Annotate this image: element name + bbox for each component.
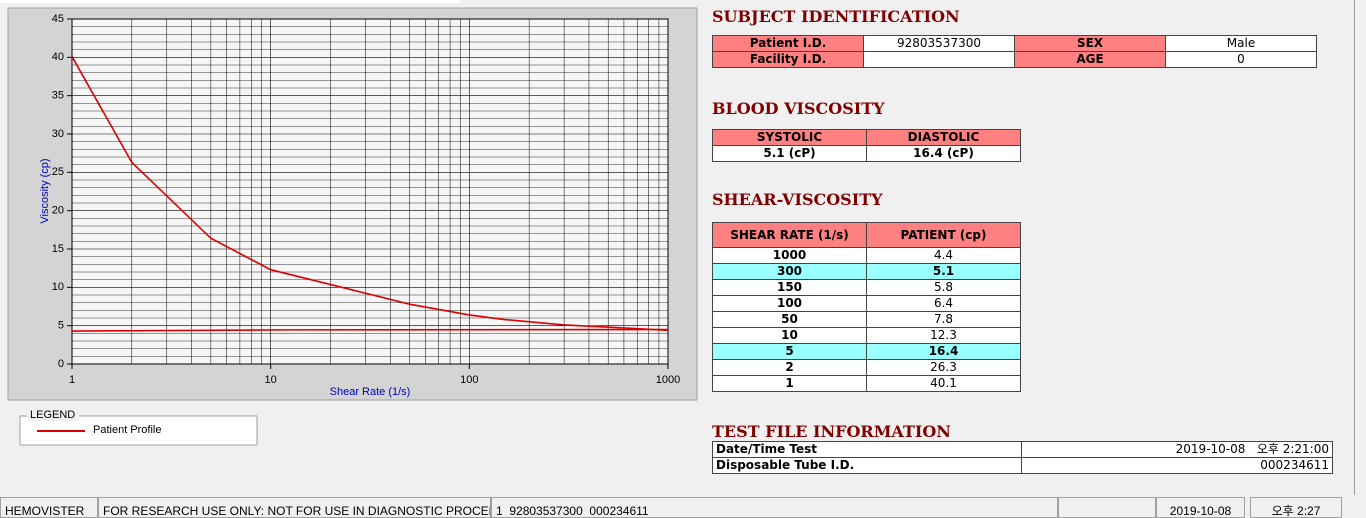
field-label: Disposable Tube I.D.: [712, 457, 1022, 474]
table-row: 300 5.1: [712, 263, 1021, 280]
section-title: BLOOD VISCOSITY: [712, 99, 885, 118]
column-header: SYSTOLIC: [712, 129, 867, 146]
y-tick-label: 45: [52, 13, 64, 25]
field-label: Facility I.D.: [712, 51, 864, 68]
cell: 5: [712, 343, 867, 360]
x-axis-label: Shear Rate (1/s): [330, 386, 411, 398]
x-tick-label: 1: [69, 374, 75, 386]
subject-table: Patient I.D. 92803537300 SEX Male Facili…: [712, 35, 1317, 68]
status-cell: HEMOVISTER: [0, 497, 98, 518]
cell: 50: [712, 311, 867, 328]
blood-viscosity-table: SYSTOLIC DIASTOLIC 5.1 (cP) 16.4 (cP): [712, 129, 1021, 162]
table-row: 10 12.3: [712, 327, 1021, 344]
y-axis-label: Viscosity (cp): [39, 158, 51, 223]
cell: 26.3: [866, 359, 1021, 376]
y-tick-label: 25: [52, 166, 64, 178]
cell: 4.4: [866, 247, 1021, 264]
x-tick-label: 100: [460, 374, 478, 386]
data-line: [71, 328, 669, 332]
column-header: PATIENT (cp): [866, 222, 1021, 248]
field-value: 0: [1165, 51, 1317, 68]
y-tick-label: 35: [52, 90, 64, 102]
table-row: 50 7.8: [712, 311, 1021, 328]
table-row: 1000 4.4: [712, 247, 1021, 264]
field-label: SEX: [1014, 35, 1166, 52]
legend-title-bg: [27, 409, 79, 421]
y-tick-label: 15: [52, 243, 64, 255]
data-line: [71, 56, 669, 332]
table-row: 5 16.4: [712, 343, 1021, 360]
cell: 150: [712, 279, 867, 296]
plot-area: [71, 18, 669, 365]
legend-label: Patient Profile: [93, 424, 161, 436]
cell: 1: [712, 375, 867, 392]
column-header: SHEAR RATE (1/s): [712, 222, 867, 248]
cell: 1000: [712, 247, 867, 264]
table-row: 100 6.4: [712, 295, 1021, 312]
status-cell: [1058, 497, 1156, 518]
field-value: Male: [1165, 35, 1317, 52]
field-label: Date/Time Test: [712, 441, 1022, 458]
cell: 16.4: [866, 343, 1021, 360]
status-cell: 1 92803537300 000234611: [491, 497, 1058, 518]
field-value: 2019-10-08 오후 2:21:00: [1021, 441, 1333, 458]
field-value: 000234611: [1021, 457, 1333, 474]
y-tick-label: 30: [52, 128, 64, 140]
table-row: 1 40.1: [712, 375, 1021, 392]
cell: 6.4: [866, 295, 1021, 312]
field-value: 92803537300: [863, 35, 1015, 52]
y-tick-label: 10: [52, 281, 64, 293]
cell: 10: [712, 327, 867, 344]
table-row: 2 26.3: [712, 359, 1021, 376]
table-row: 150 5.8: [712, 279, 1021, 296]
y-tick-label: 0: [58, 358, 64, 370]
cell: 5.1: [866, 263, 1021, 280]
shear-viscosity-table: SHEAR RATE (1/s) PATIENT (cp) 1000 4.4 300…: [712, 222, 1021, 392]
cell: 2: [712, 359, 867, 376]
status-cell: FOR RESEARCH USE ONLY: NOT FOR USE IN DI…: [98, 497, 491, 518]
cell: 5.8: [866, 279, 1021, 296]
right-divider: [1354, 0, 1355, 495]
status-cell: 오후 2:27: [1250, 497, 1342, 518]
y-tick-label: 40: [52, 51, 64, 63]
section-title: SHEAR-VISCOSITY: [712, 190, 883, 209]
cell: 40.1: [866, 375, 1021, 392]
test-file-table: Date/Time Test 2019-10-08 오후 2:21:00 Dis…: [712, 441, 1333, 474]
top-tab-strip: [0, 0, 460, 3]
legend-title: LEGEND: [30, 409, 75, 421]
x-tick-label: 1000: [656, 374, 680, 386]
x-tick-label: 10: [265, 374, 277, 386]
section-title: SUBJECT IDENTIFICATION: [712, 7, 960, 26]
field-label: AGE: [1014, 51, 1166, 68]
cell: 16.4 (cP): [866, 145, 1021, 162]
cell: 7.8: [866, 311, 1021, 328]
cell: 100: [712, 295, 867, 312]
cell: 5.1 (cP): [712, 145, 867, 162]
section-title: TEST FILE INFORMATION: [712, 422, 951, 441]
chart: Shear Rate (1/s) Viscosity (cp) LEGEND P…: [7, 7, 698, 446]
cell: 12.3: [866, 327, 1021, 344]
status-bar: HEMOVISTER FOR RESEARCH USE ONLY: NOT FO…: [0, 497, 1366, 518]
cell: 300: [712, 263, 867, 280]
y-tick-label: 20: [52, 205, 64, 217]
field-value: [863, 51, 1015, 68]
y-tick-label: 5: [58, 320, 64, 332]
field-label: Patient I.D.: [712, 35, 864, 52]
status-cell: 2019-10-08: [1156, 497, 1245, 518]
column-header: DIASTOLIC: [866, 129, 1021, 146]
